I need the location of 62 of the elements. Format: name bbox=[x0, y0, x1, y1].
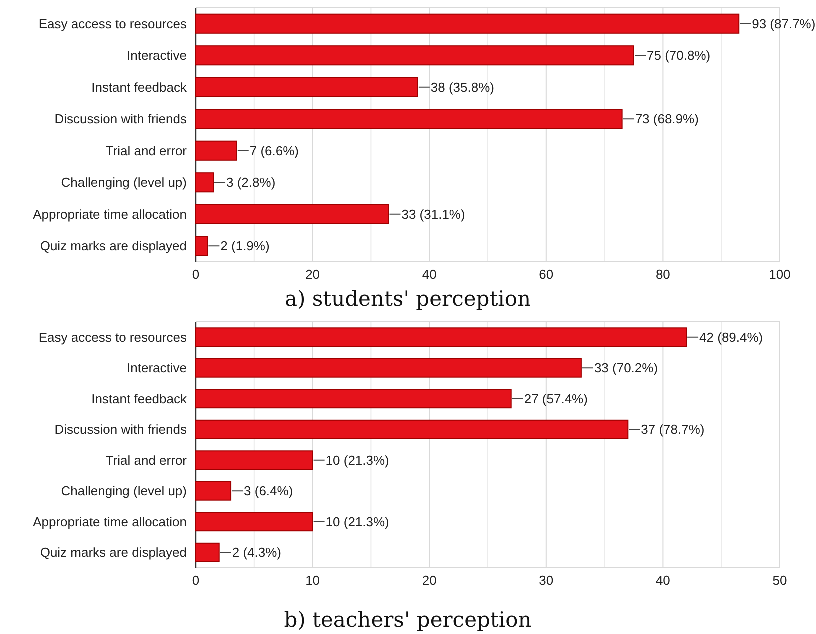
data-label: 3 (2.8%) bbox=[226, 175, 276, 190]
y-tick-label: Interactive bbox=[127, 48, 187, 64]
y-tick-label: Challenging (level up) bbox=[61, 175, 187, 190]
x-tick-label: 20 bbox=[306, 267, 320, 282]
bar bbox=[196, 328, 688, 348]
bar bbox=[196, 420, 629, 440]
x-tick-label: 80 bbox=[656, 267, 670, 282]
x-tick-label: 50 bbox=[772, 573, 788, 588]
data-label: 75 (70.8%) bbox=[647, 48, 711, 64]
bar bbox=[196, 140, 238, 161]
bar bbox=[196, 109, 623, 130]
data-label: 38 (35.8%) bbox=[430, 80, 495, 95]
x-tick-label: 0 bbox=[192, 573, 200, 588]
data-label: 2 (4.3%) bbox=[232, 545, 282, 560]
y-tick-label: Instant feedback bbox=[92, 80, 188, 95]
bar bbox=[196, 236, 208, 256]
bar bbox=[196, 46, 634, 66]
y-tick-label: Quiz marks are displayed bbox=[40, 238, 187, 254]
y-tick-label: Discussion with friends bbox=[54, 422, 188, 438]
y-tick-label: Quiz marks are displayed bbox=[40, 545, 187, 560]
x-tick-label: 100 bbox=[769, 267, 791, 282]
bar bbox=[196, 542, 220, 562]
bar bbox=[196, 14, 740, 34]
x-tick-label: 40 bbox=[656, 573, 670, 588]
x-tick-label: 20 bbox=[422, 573, 437, 588]
data-label: 7 (6.6%) bbox=[250, 143, 300, 158]
y-tick-label: Instant feedback bbox=[92, 391, 188, 406]
x-tick-label: 40 bbox=[422, 267, 437, 282]
bar bbox=[196, 512, 314, 532]
data-label: 73 (68.9%) bbox=[635, 112, 699, 127]
data-label: 42 (89.4%) bbox=[700, 330, 764, 345]
data-label: 33 (31.1%) bbox=[402, 206, 466, 222]
data-label: 37 (78.7%) bbox=[641, 422, 705, 438]
y-tick-label: Trial and error bbox=[106, 143, 188, 158]
y-tick-label: Challenging (level up) bbox=[61, 484, 187, 499]
y-tick-label: Easy access to resources bbox=[38, 330, 188, 345]
bar bbox=[196, 389, 512, 409]
y-tick-label: Appropriate time allocation bbox=[33, 514, 187, 530]
data-label: 10 (21.3%) bbox=[326, 514, 390, 530]
y-tick-label: Easy access to resources bbox=[38, 16, 188, 32]
text: b) teachers' perception bbox=[284, 608, 532, 632]
x-tick-label: 30 bbox=[539, 573, 554, 588]
data-label: 27 (57.4%) bbox=[524, 391, 588, 406]
bar bbox=[196, 481, 232, 501]
text: a) students' perception bbox=[284, 287, 532, 311]
x-tick-label: 0 bbox=[192, 267, 200, 282]
data-label: 10 (21.3%) bbox=[326, 452, 390, 468]
x-tick-label: 60 bbox=[539, 267, 554, 282]
x-tick-label: 10 bbox=[306, 573, 320, 588]
bar bbox=[196, 172, 214, 193]
y-tick-label: Interactive bbox=[127, 360, 187, 376]
y-tick-label: Appropriate time allocation bbox=[33, 206, 187, 222]
bar bbox=[196, 77, 418, 98]
data-label: 33 (70.2%) bbox=[594, 360, 658, 376]
y-tick-label: Trial and error bbox=[106, 452, 188, 468]
y-tick-label: Discussion with friends bbox=[54, 112, 188, 127]
data-label: 3 (6.4%) bbox=[244, 484, 294, 499]
bar bbox=[196, 358, 582, 378]
bar bbox=[196, 204, 390, 224]
data-label: 2 (1.9%) bbox=[220, 238, 270, 254]
bar bbox=[196, 450, 314, 470]
data-label: 93 (87.7%) bbox=[752, 16, 816, 32]
